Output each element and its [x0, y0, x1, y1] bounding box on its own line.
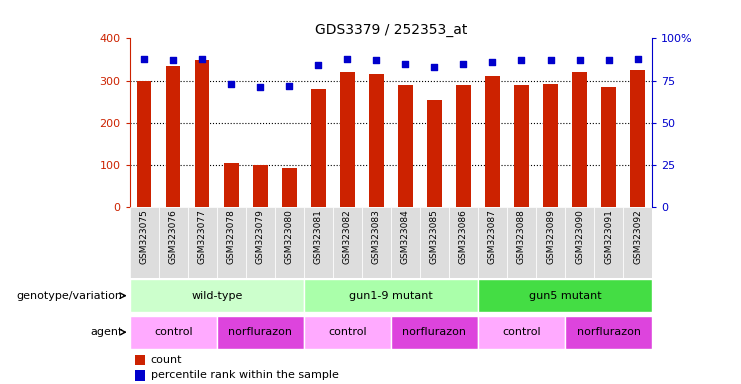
Bar: [304, 316, 391, 349]
Bar: [601, 87, 616, 207]
Bar: [478, 316, 565, 349]
Point: [254, 84, 266, 91]
Bar: [631, 70, 645, 207]
Text: norflurazon: norflurazon: [576, 327, 640, 337]
Text: wild-type: wild-type: [191, 291, 242, 301]
Bar: [391, 316, 478, 349]
Bar: [369, 74, 384, 207]
Bar: [224, 163, 239, 207]
Bar: [187, 207, 216, 278]
Point: [139, 56, 150, 62]
Point: [342, 56, 353, 62]
Bar: [216, 207, 246, 278]
Bar: [304, 279, 478, 312]
Text: GSM323087: GSM323087: [488, 210, 497, 264]
Text: count: count: [150, 355, 182, 365]
Bar: [478, 207, 507, 278]
Text: GSM323080: GSM323080: [285, 210, 293, 264]
Text: GSM323084: GSM323084: [401, 210, 410, 264]
Text: GSM323091: GSM323091: [604, 210, 613, 264]
Bar: [565, 316, 652, 349]
Point: [516, 57, 528, 63]
Point: [196, 56, 208, 62]
Text: GSM323089: GSM323089: [546, 210, 555, 264]
Text: GSM323082: GSM323082: [343, 210, 352, 264]
Point: [545, 57, 556, 63]
Text: percentile rank within the sample: percentile rank within the sample: [150, 370, 339, 381]
Text: gun5 mutant: gun5 mutant: [528, 291, 602, 301]
Text: GSM323090: GSM323090: [575, 210, 584, 264]
Bar: [130, 207, 159, 278]
Bar: [216, 316, 304, 349]
Point: [313, 62, 325, 68]
Point: [602, 57, 614, 63]
Text: genotype/variation: genotype/variation: [16, 291, 122, 301]
Bar: [572, 72, 587, 207]
Point: [225, 81, 237, 87]
Text: GSM323092: GSM323092: [633, 210, 642, 264]
Text: GSM323088: GSM323088: [517, 210, 526, 264]
Bar: [130, 279, 304, 312]
Bar: [340, 72, 355, 207]
Point: [370, 57, 382, 63]
Text: GSM323076: GSM323076: [169, 210, 178, 264]
Text: norflurazon: norflurazon: [402, 327, 466, 337]
Point: [399, 61, 411, 67]
Bar: [485, 76, 499, 207]
Bar: [456, 85, 471, 207]
Bar: [398, 85, 413, 207]
Bar: [130, 316, 216, 349]
Text: GSM323086: GSM323086: [459, 210, 468, 264]
Text: gun1-9 mutant: gun1-9 mutant: [349, 291, 433, 301]
Text: GSM323075: GSM323075: [140, 210, 149, 264]
Bar: [514, 85, 529, 207]
Point: [283, 83, 295, 89]
Point: [428, 64, 440, 70]
Bar: [594, 207, 623, 278]
Bar: [275, 207, 304, 278]
Bar: [420, 207, 449, 278]
Bar: [623, 207, 652, 278]
Bar: [565, 207, 594, 278]
Point: [631, 56, 643, 62]
Bar: [449, 207, 478, 278]
Bar: [536, 207, 565, 278]
Text: agent: agent: [90, 327, 122, 337]
Bar: [137, 81, 151, 207]
Text: norflurazon: norflurazon: [228, 327, 292, 337]
Bar: [543, 84, 558, 207]
Bar: [478, 279, 652, 312]
Text: GSM323079: GSM323079: [256, 210, 265, 264]
Title: GDS3379 / 252353_at: GDS3379 / 252353_at: [315, 23, 467, 37]
Bar: [311, 89, 325, 207]
Bar: [159, 207, 187, 278]
Bar: [166, 66, 181, 207]
Point: [167, 57, 179, 63]
Text: control: control: [502, 327, 541, 337]
Bar: [362, 207, 391, 278]
Bar: [507, 207, 536, 278]
Point: [487, 59, 499, 65]
Bar: [195, 60, 210, 207]
Bar: [135, 370, 145, 381]
Text: GSM323077: GSM323077: [198, 210, 207, 264]
Bar: [333, 207, 362, 278]
Bar: [282, 168, 296, 207]
Text: control: control: [328, 327, 367, 337]
Bar: [253, 165, 268, 207]
Text: GSM323083: GSM323083: [372, 210, 381, 264]
Text: control: control: [154, 327, 193, 337]
Bar: [304, 207, 333, 278]
Point: [574, 57, 585, 63]
Bar: [135, 355, 145, 365]
Text: GSM323078: GSM323078: [227, 210, 236, 264]
Bar: [246, 207, 275, 278]
Text: GSM323085: GSM323085: [430, 210, 439, 264]
Text: GSM323081: GSM323081: [314, 210, 323, 264]
Bar: [391, 207, 420, 278]
Bar: [427, 101, 442, 207]
Point: [457, 61, 469, 67]
